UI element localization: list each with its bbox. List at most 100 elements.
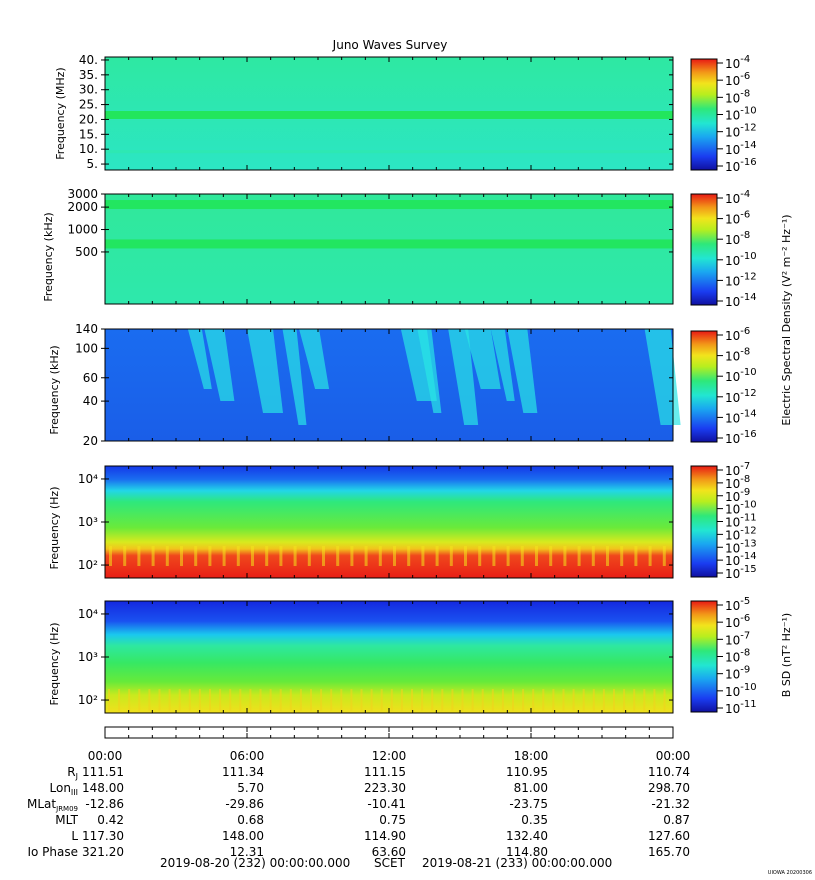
colorbar-tick-label: 10-4 (725, 54, 750, 71)
spectral-streak (330, 689, 333, 711)
ephemeris-value: 5.70 (237, 781, 264, 795)
colorbar-tick-label: 10-16 (725, 429, 757, 446)
colorbar-tick-label: 10-7 (725, 630, 750, 647)
panel-3-spectrogram (105, 329, 673, 441)
ephemeris-value: 0.35 (521, 813, 548, 827)
y-tick-label: 10³ (78, 515, 98, 529)
time-label: 00:00 (656, 749, 691, 763)
spectral-streak (259, 689, 262, 711)
panel-1-features (105, 110, 673, 154)
spectral-streak (209, 689, 211, 711)
ephemeris-value: 81.00 (514, 781, 548, 795)
ephemeris-label: MLT (55, 813, 78, 827)
radio-burst (507, 329, 538, 413)
colorbar-title-electric: Electric Spectral Density (V² m⁻² Hz⁻¹) (780, 214, 793, 425)
ephemeris-value: 12.31 (230, 845, 264, 859)
ephemeris-value: 117.30 (82, 829, 124, 843)
spectral-streak (653, 689, 656, 711)
panel-5-ticks: 10⁴ 10³ 10² (78, 601, 674, 713)
time-label: 12:00 (372, 749, 407, 763)
spectral-streak (148, 689, 151, 711)
panel-5-colorbar (690, 600, 718, 713)
panel-3-colorbar-ticks: 10-6 10-8 10-10 10-12 10-14 10-16 (717, 326, 757, 446)
panel-1-ylabel: Frequency (MHz) (54, 67, 67, 159)
spectral-streak (178, 689, 181, 711)
colorbar-tick-label: 10-9 (725, 665, 750, 682)
panel-1: 40.35.30.25.20.15.10.5. Frequency (MHz) … (54, 53, 757, 174)
spectral-streak (532, 689, 535, 711)
ephemeris-value: 223.30 (364, 781, 406, 795)
spectral-streak (364, 546, 368, 566)
y-tick-label: 30. (79, 83, 98, 97)
spectral-streak (249, 689, 252, 711)
y-tick-label: 10³ (78, 650, 98, 664)
spectral-streak (299, 689, 302, 711)
spectral-streak (572, 689, 575, 711)
spectral-streak (643, 689, 646, 711)
colorbar-tick-label: 10-8 (725, 347, 750, 364)
spectral-streak (310, 689, 312, 711)
spectral-streak (251, 546, 254, 566)
panel-2-spectrogram (105, 194, 673, 304)
spectral-streak (137, 546, 141, 566)
colorbar-tick-label: 10-8 (725, 648, 750, 665)
ephemeris-value: 111.34 (222, 765, 264, 779)
radio-burst (282, 329, 307, 425)
y-tick-label: 40. (79, 53, 98, 67)
ephemeris-label: RJ (67, 765, 78, 781)
spectral-streak (180, 546, 183, 566)
spectral-streak (165, 546, 169, 566)
time-label: 00:00 (88, 749, 123, 763)
spectral-streak (407, 546, 411, 566)
ephemeris-value: 63.60 (372, 845, 406, 859)
time-label: 06:00 (230, 749, 265, 763)
spectral-streak (549, 546, 553, 566)
spectral-streak (492, 546, 496, 566)
colorbar-tick-label: 10-4 (725, 189, 750, 206)
spectral-streak (542, 689, 545, 711)
panel-4-colorbar (690, 465, 718, 578)
spectral-streak (168, 689, 171, 711)
spectral-streak (265, 546, 269, 566)
panel-4-ylabel: Frequency (Hz) (48, 487, 61, 570)
ephemeris-value: -23.75 (509, 797, 548, 811)
spectral-streak (109, 546, 112, 566)
scet-end: 2019-08-21 (233) 00:00:00.000 (422, 856, 612, 870)
scet-label: SCET (374, 856, 406, 870)
spectral-streak (279, 546, 283, 566)
spectral-streak (435, 546, 439, 566)
spectral-streak (461, 689, 464, 711)
panel-3-features (187, 329, 681, 425)
y-tick-label: 10⁴ (78, 472, 98, 486)
colorbar-tick-label: 10-5 (725, 596, 750, 613)
colorbar-tick-label: 10-12 (725, 525, 757, 542)
y-tick-label: 10. (79, 142, 98, 156)
spectral-streak (400, 689, 403, 711)
spectral-streak (128, 689, 131, 711)
colorbar-title-magnetic-text: B SD (nT² Hz⁻¹) (780, 613, 793, 697)
radio-burst (187, 329, 212, 389)
panel-4-spectrogram (105, 466, 673, 578)
spectral-streak (449, 546, 453, 566)
colorbar-tick-label: 10-10 (725, 251, 757, 268)
panel-2-features (105, 200, 673, 249)
spectral-streak (269, 689, 272, 711)
spectral-streak (520, 546, 524, 566)
ephemeris-value: 132.40 (506, 829, 548, 843)
panel-2-colorbar (690, 193, 718, 306)
y-tick-label: 2000 (67, 200, 98, 214)
colorbar-tick-label: 10-6 (725, 613, 750, 630)
spectral-streak (602, 689, 605, 711)
panel-4-colorbar-ticks: 10-710-810-910-1010-1110-1210-1310-1410-… (717, 461, 757, 581)
radio-burst (464, 329, 501, 389)
spectral-streak (219, 689, 222, 711)
radio-burst (448, 329, 479, 425)
panel-3-colorbar (690, 330, 718, 443)
ephemeris-value: -21.32 (651, 797, 690, 811)
spectral-streak (648, 546, 652, 566)
